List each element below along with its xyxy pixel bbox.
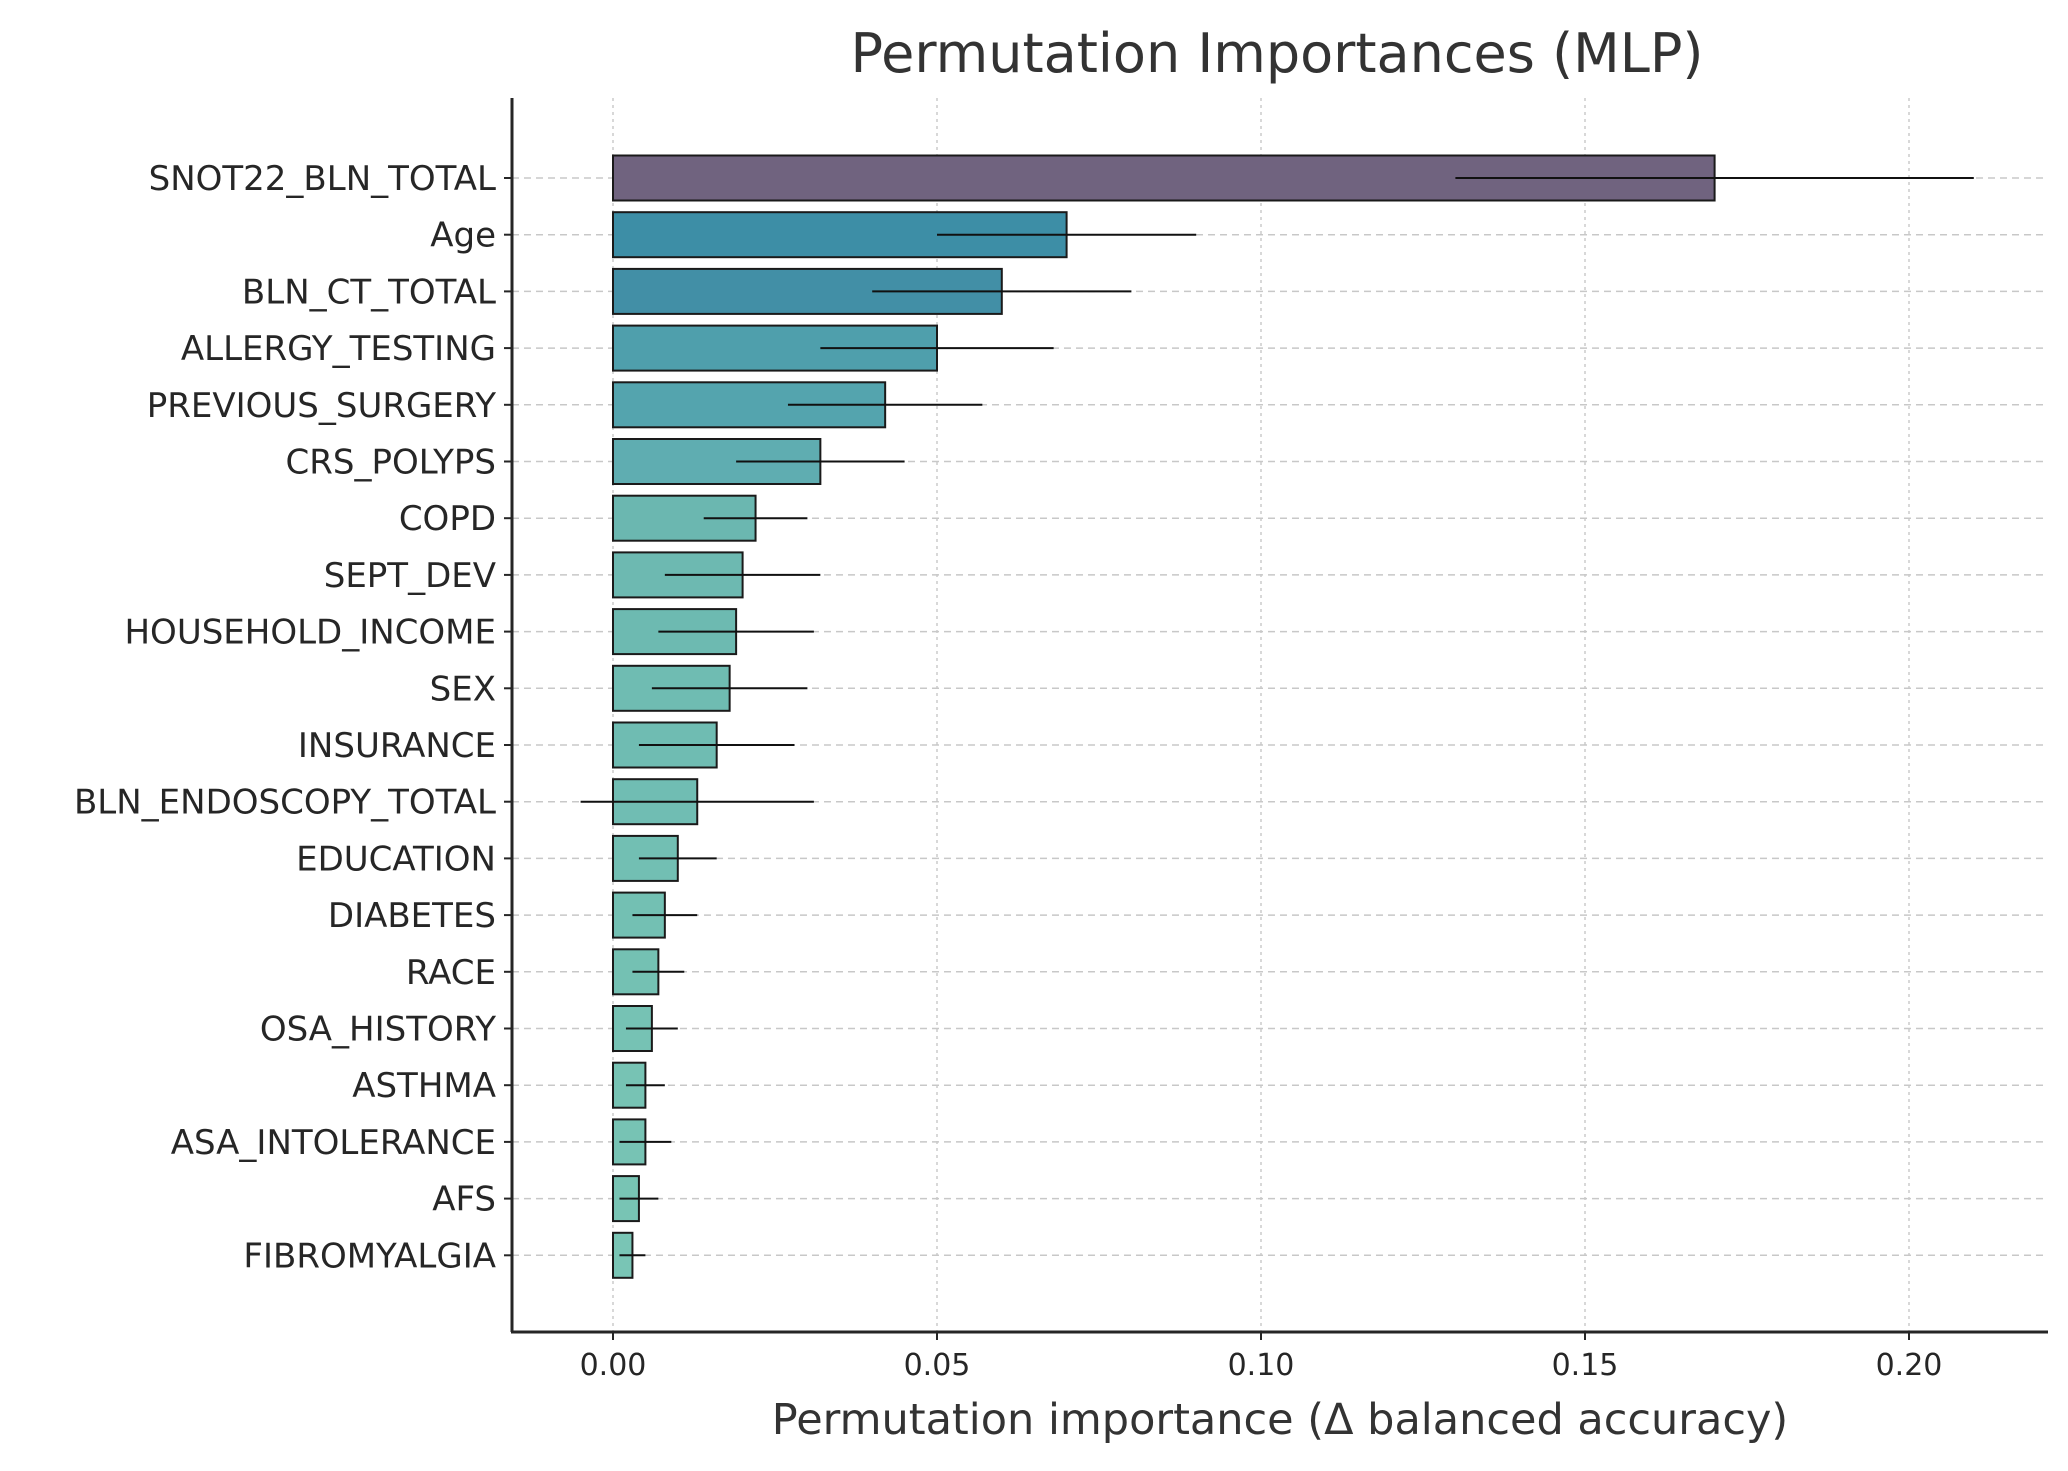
y-tick-label: SNOT22_BLN_TOTAL — [149, 159, 496, 199]
y-tick-label: SEX — [430, 669, 496, 709]
y-tick-label: ASTHMA — [352, 1066, 496, 1106]
y-tick-label: DIABETES — [328, 896, 496, 936]
y-tick-label: RACE — [406, 953, 496, 993]
bar-layer — [612, 154, 1716, 1279]
chart-title: Permutation Importances (MLP) — [851, 22, 1704, 85]
y-tick-label: PREVIOUS_SURGERY — [147, 386, 496, 426]
error-bar-layer — [580, 177, 1974, 1257]
y-tick-label: COPD — [399, 499, 496, 539]
y-tick-label: AFS — [432, 1180, 496, 1220]
y-tick-label: SEPT_DEV — [324, 556, 496, 596]
y-tick-label: OSA_HISTORY — [260, 1010, 496, 1050]
x-tick-label: 0.05 — [904, 1348, 971, 1383]
y-tick-label: Age — [430, 216, 496, 256]
y-tick-label: BLN_CT_TOTAL — [242, 272, 496, 312]
y-tick-label: ALLERGY_TESTING — [181, 329, 496, 369]
x-tick-label: 0.20 — [1876, 1348, 1943, 1383]
x-tick-label: 0.10 — [1228, 1348, 1295, 1383]
y-tick-label: FIBROMYALGIA — [243, 1236, 496, 1276]
y-tick-label: CRS_POLYPS — [286, 443, 497, 483]
x-tick-label: 0.00 — [580, 1348, 647, 1383]
y-tick-label: EDUCATION — [296, 839, 496, 879]
x-axis-label: Permutation importance (Δ balanced accur… — [772, 1395, 1788, 1445]
axis-layer — [510, 98, 2048, 1334]
x-tick-layer: 0.00 0.05 0.10 0.15 0.20 — [580, 1332, 1943, 1383]
y-tick-label: BLN_ENDOSCOPY_TOTAL — [74, 783, 496, 823]
y-tick-layer: SNOT22_BLN_TOTAL Age BLN_CT_TOTAL ALLERGY_T… — [74, 159, 512, 1276]
y-tick-label: INSURANCE — [298, 726, 496, 766]
x-tick-label: 0.15 — [1552, 1348, 1619, 1383]
y-tick-label: HOUSEHOLD_INCOME — [124, 613, 496, 653]
y-tick-label: ASA_INTOLERANCE — [171, 1123, 496, 1163]
